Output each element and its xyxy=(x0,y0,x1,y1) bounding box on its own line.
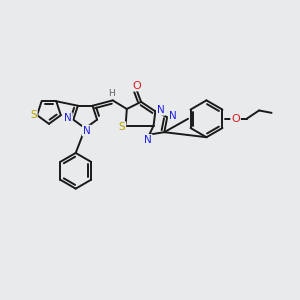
Text: S: S xyxy=(119,122,125,132)
Text: N: N xyxy=(83,126,91,136)
Text: S: S xyxy=(30,110,37,120)
Text: H: H xyxy=(108,89,115,98)
Text: O: O xyxy=(132,80,141,91)
Text: N: N xyxy=(169,111,176,121)
Text: O: O xyxy=(231,114,240,124)
Text: N: N xyxy=(64,113,72,123)
Text: N: N xyxy=(144,135,152,145)
Text: N: N xyxy=(157,105,165,115)
